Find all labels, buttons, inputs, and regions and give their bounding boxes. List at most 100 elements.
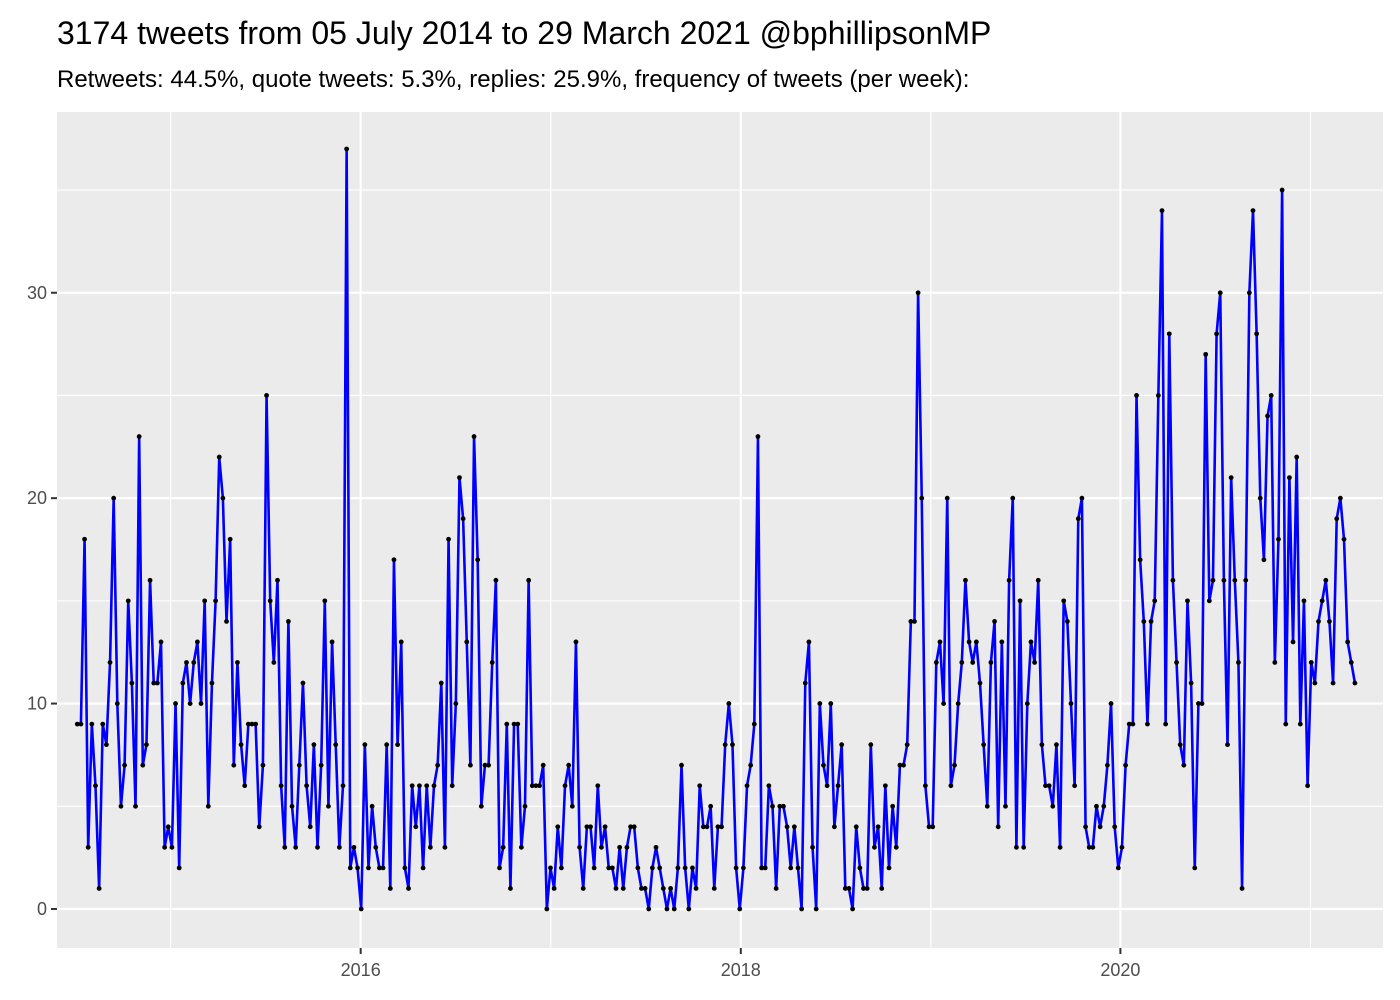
data-point xyxy=(315,844,320,850)
data-point xyxy=(759,865,764,871)
data-point xyxy=(1225,742,1230,748)
data-point xyxy=(1072,783,1078,789)
data-point xyxy=(1079,495,1085,501)
data-point xyxy=(413,824,419,830)
data-point xyxy=(271,660,277,665)
y-axis: 0 10 20 30 xyxy=(27,283,57,919)
data-point xyxy=(984,803,990,809)
data-point xyxy=(897,762,903,768)
data-point xyxy=(1039,742,1045,748)
data-point xyxy=(926,824,932,830)
data-point xyxy=(180,680,186,686)
data-point xyxy=(347,865,353,871)
data-point xyxy=(577,844,582,850)
data-point xyxy=(1163,721,1169,727)
data-point xyxy=(671,906,677,912)
data-point xyxy=(377,865,382,871)
data-point xyxy=(140,762,146,768)
data-point xyxy=(682,865,688,871)
data-point xyxy=(1301,598,1307,604)
data-point xyxy=(1068,701,1074,706)
data-point xyxy=(205,803,211,809)
data-point xyxy=(1174,660,1179,665)
data-point xyxy=(144,742,149,748)
data-point xyxy=(602,824,608,830)
data-point xyxy=(1352,680,1358,686)
data-point xyxy=(1152,598,1158,604)
data-point xyxy=(613,886,619,891)
data-point xyxy=(773,886,779,891)
data-point xyxy=(690,865,695,871)
data-point xyxy=(1316,619,1321,624)
data-point xyxy=(340,783,346,789)
data-point xyxy=(402,865,408,871)
data-point xyxy=(151,680,157,686)
data-point xyxy=(810,844,815,850)
data-point xyxy=(609,865,615,871)
data-point xyxy=(711,886,717,891)
data-point xyxy=(1250,208,1256,213)
data-point xyxy=(154,680,160,686)
data-point xyxy=(1057,844,1063,850)
data-point xyxy=(435,762,441,768)
data-point xyxy=(522,803,528,809)
data-point xyxy=(726,701,732,706)
data-point xyxy=(529,783,535,789)
data-point xyxy=(973,639,979,645)
data-point xyxy=(1287,475,1292,481)
data-point xyxy=(373,844,379,850)
data-point xyxy=(1199,701,1205,706)
series-line xyxy=(77,147,1357,911)
data-point xyxy=(1166,331,1172,337)
data-point xyxy=(915,290,921,296)
data-point xyxy=(679,762,684,768)
data-point xyxy=(784,824,790,830)
data-point xyxy=(835,783,841,789)
data-point xyxy=(176,865,182,871)
data-point xyxy=(919,495,925,501)
data-point xyxy=(107,660,113,665)
data-point xyxy=(471,434,477,439)
plot-panel xyxy=(57,112,1383,948)
data-point xyxy=(1214,331,1219,337)
data-point xyxy=(635,865,641,871)
data-point xyxy=(1221,577,1227,583)
data-point xyxy=(686,906,692,912)
data-point xyxy=(195,639,200,645)
data-point xyxy=(1075,516,1081,522)
data-point xyxy=(1035,577,1041,583)
data-point xyxy=(886,865,892,871)
data-point xyxy=(1101,803,1107,809)
data-point xyxy=(427,844,433,850)
data-point xyxy=(1043,783,1048,789)
data-point xyxy=(1337,495,1343,501)
data-point xyxy=(719,824,724,830)
data-point xyxy=(642,886,648,891)
data-point xyxy=(136,434,142,439)
data-point xyxy=(1006,577,1012,583)
data-point xyxy=(227,536,233,542)
data-point xyxy=(562,783,568,789)
data-point xyxy=(457,475,462,481)
data-point xyxy=(216,454,222,460)
data-point xyxy=(1064,619,1070,624)
data-point xyxy=(118,803,124,809)
data-point xyxy=(1246,290,1252,296)
data-point xyxy=(344,146,350,152)
data-point xyxy=(224,619,229,624)
data-point xyxy=(901,762,906,768)
data-point xyxy=(704,824,710,830)
data-point xyxy=(770,803,775,809)
data-point xyxy=(249,721,255,727)
data-point xyxy=(96,886,102,891)
data-point xyxy=(799,906,805,912)
data-point xyxy=(646,906,652,912)
data-point xyxy=(882,783,888,789)
data-point xyxy=(333,742,339,748)
data-point xyxy=(624,844,630,850)
data-point xyxy=(1003,803,1008,809)
data-point xyxy=(653,844,659,850)
data-point xyxy=(1141,619,1147,624)
data-point xyxy=(1276,536,1281,542)
data-point xyxy=(184,660,189,665)
